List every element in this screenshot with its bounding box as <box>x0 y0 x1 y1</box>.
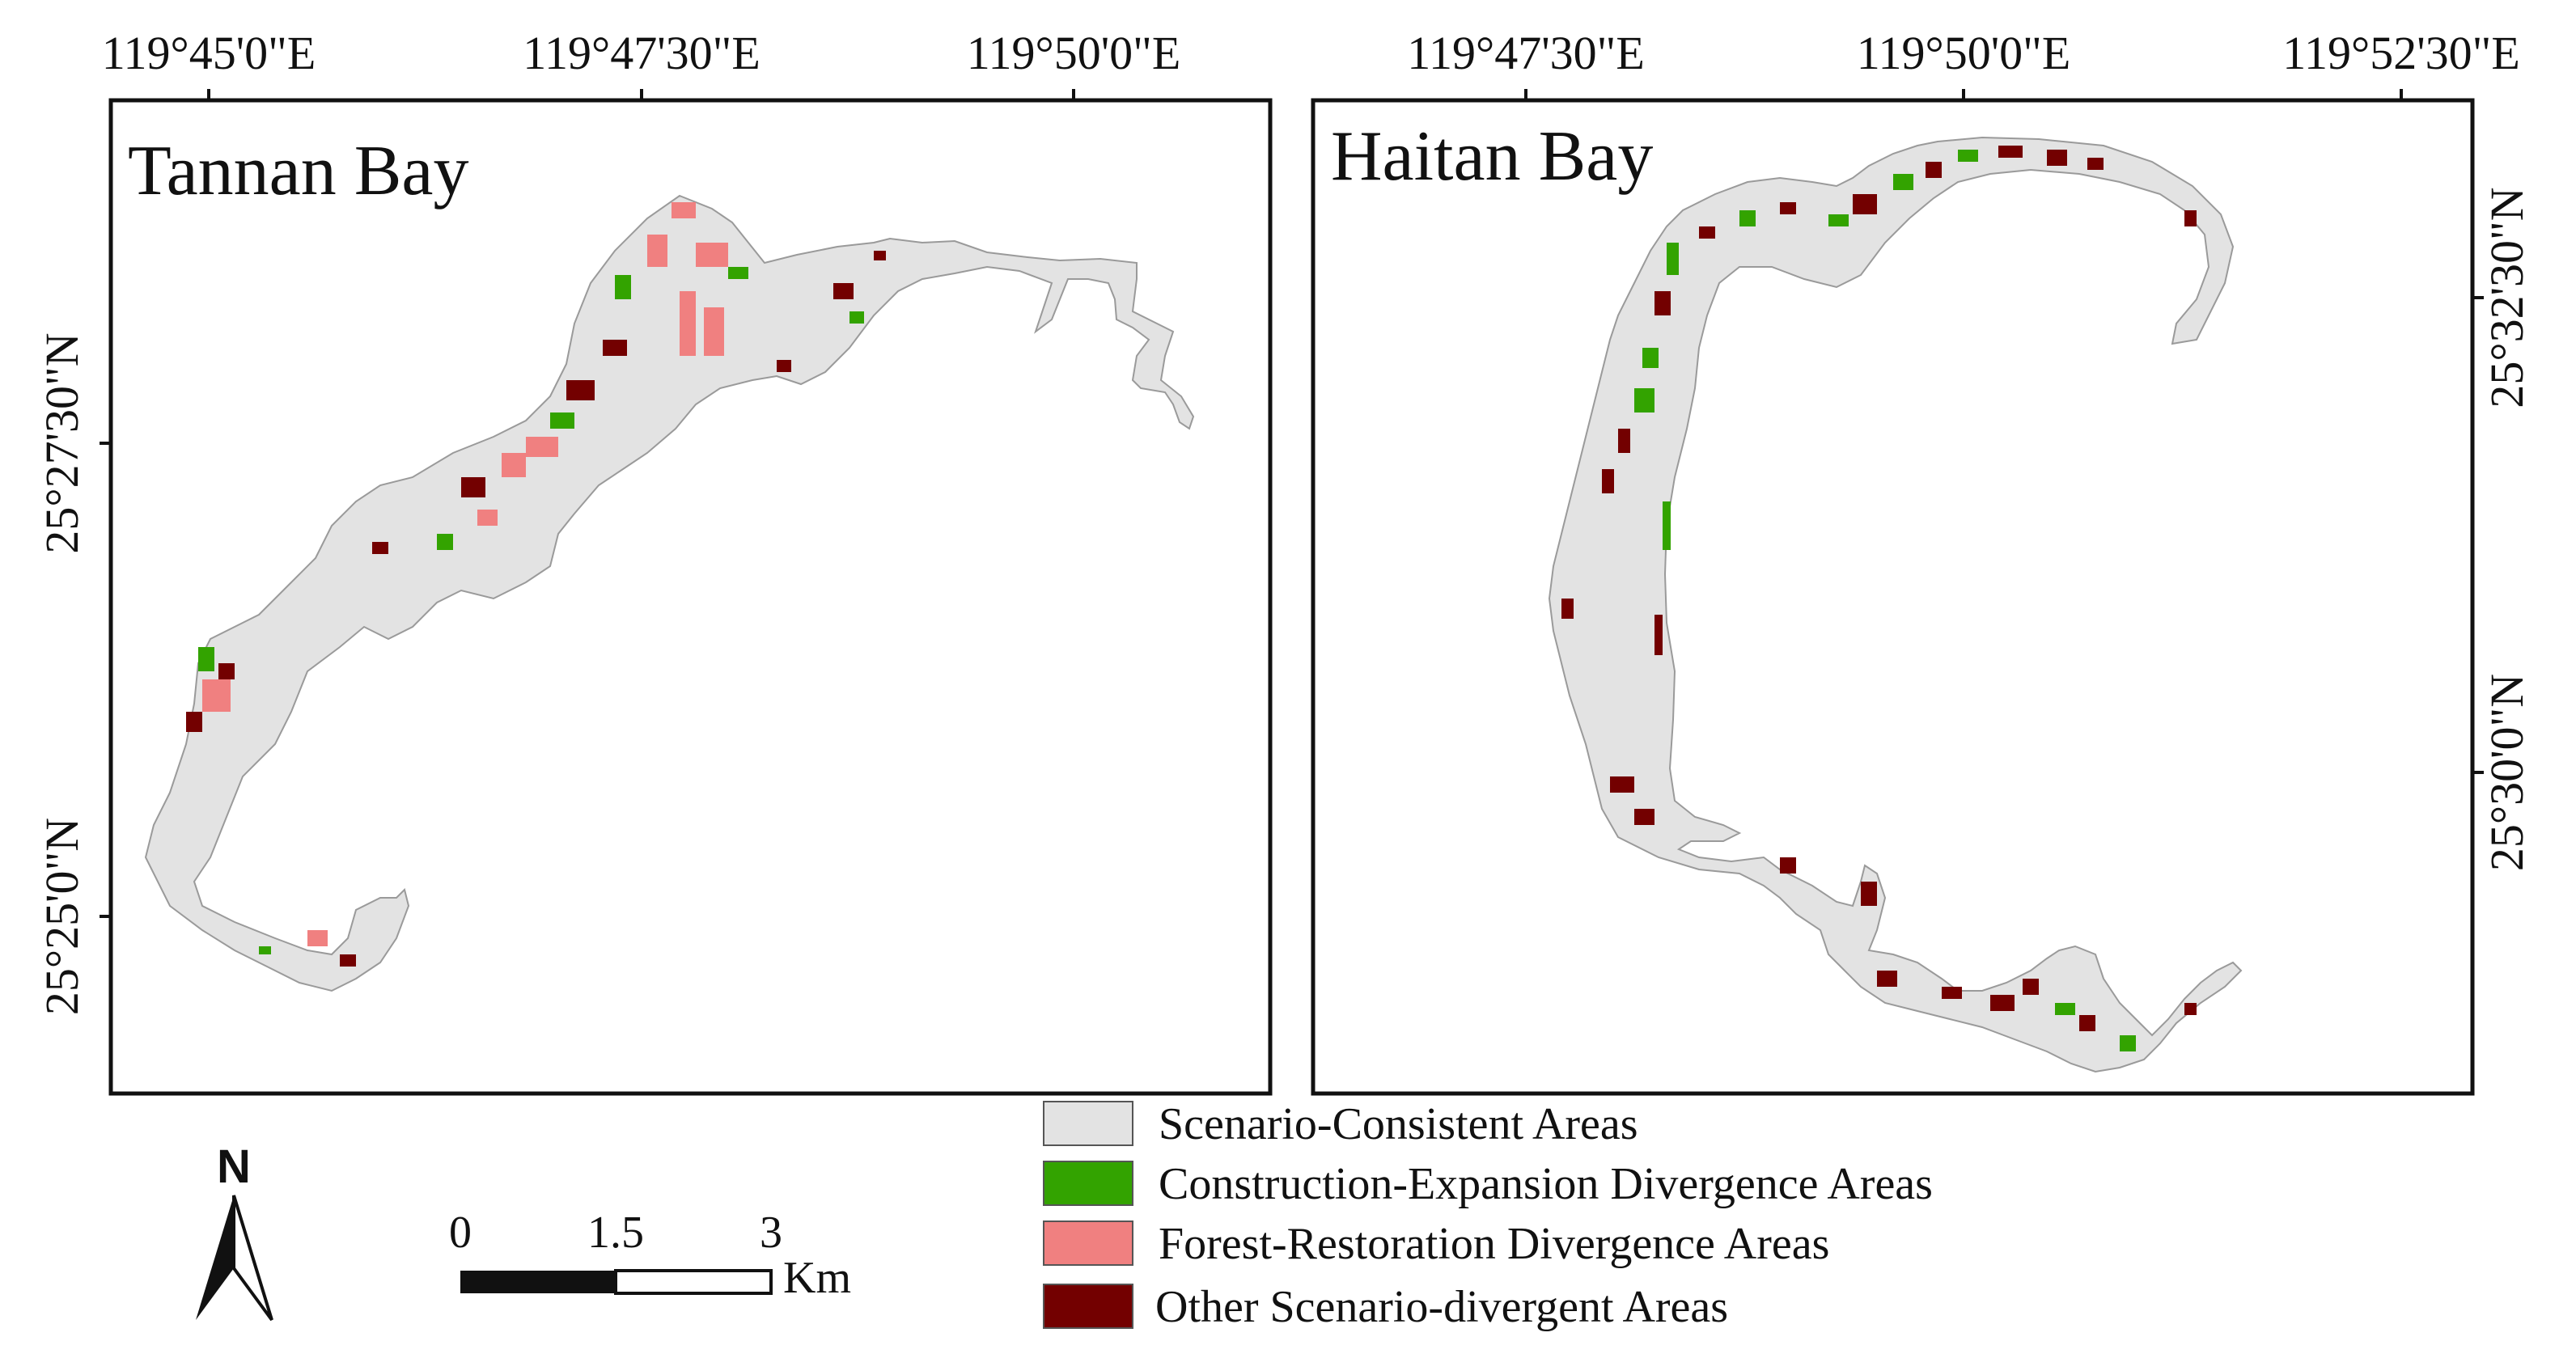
legend-label-other: Other Scenario-divergent Areas <box>1155 1282 1728 1332</box>
tannan-divergence-patches <box>186 202 886 967</box>
tannan-lat-label-1: 25°27'30"N <box>36 332 88 553</box>
scale-bar-white-segment <box>614 1269 773 1295</box>
legend-label-consistent: Scenario-Consistent Areas <box>1159 1099 1638 1149</box>
scale-bar: 0 1.5 3 Km <box>449 1208 851 1303</box>
scale-bar-black-segment <box>460 1271 616 1293</box>
legend: Scenario-Consistent Areas Construction-E… <box>1043 1099 1933 1332</box>
scale-tick-1: 1.5 <box>587 1208 644 1258</box>
haitan-bay-panel: 119°47'30"E 119°50'0"E 119°52'30"E 25°32… <box>1311 27 2533 1096</box>
north-arrow-icon: N <box>196 1140 273 1322</box>
haitan-lon-label-2: 119°50'0"E <box>1857 27 2071 79</box>
north-arrow-label: N <box>217 1140 251 1193</box>
tannan-lat-label-2: 25°25'0"N <box>36 818 88 1015</box>
scale-unit-label: Km <box>783 1253 851 1303</box>
scale-tick-0: 0 <box>449 1208 472 1258</box>
haitan-map-frame <box>1311 98 2475 1096</box>
tannan-lon-label-3: 119°50'0"E <box>967 27 1181 79</box>
haitan-bay-land <box>1548 136 2243 1073</box>
haitan-divergence-patches <box>1561 146 2197 1051</box>
tannan-lon-label-2: 119°47'30"E <box>523 27 761 79</box>
legend-label-construction: Construction-Expansion Divergence Areas <box>1159 1159 1933 1209</box>
haitan-lon-label-1: 119°47'30"E <box>1407 27 1645 79</box>
legend-swatch-forest <box>1043 1221 1133 1266</box>
haitan-lat-label-1: 25°32'30"N <box>2481 187 2533 408</box>
haitan-lon-label-3: 119°52'30"E <box>2282 27 2520 79</box>
tannan-panel-title: Tannan Bay <box>128 132 468 210</box>
tannan-lon-label-1: 119°45'0"E <box>102 27 316 79</box>
haitan-panel-title: Haitan Bay <box>1331 117 1653 196</box>
haitan-lat-label-2: 25°30'0"N <box>2481 674 2533 871</box>
legend-swatch-construction <box>1043 1161 1133 1206</box>
legend-swatch-consistent <box>1043 1101 1133 1146</box>
tannan-bay-land <box>144 194 1195 992</box>
legend-swatch-other <box>1043 1284 1133 1329</box>
tannan-bay-panel: 119°45'0"E 119°47'30"E 119°50'0"E 25°27'… <box>36 27 1273 1096</box>
legend-label-forest: Forest-Restoration Divergence Areas <box>1159 1219 1829 1269</box>
scale-tick-2: 3 <box>760 1208 782 1258</box>
